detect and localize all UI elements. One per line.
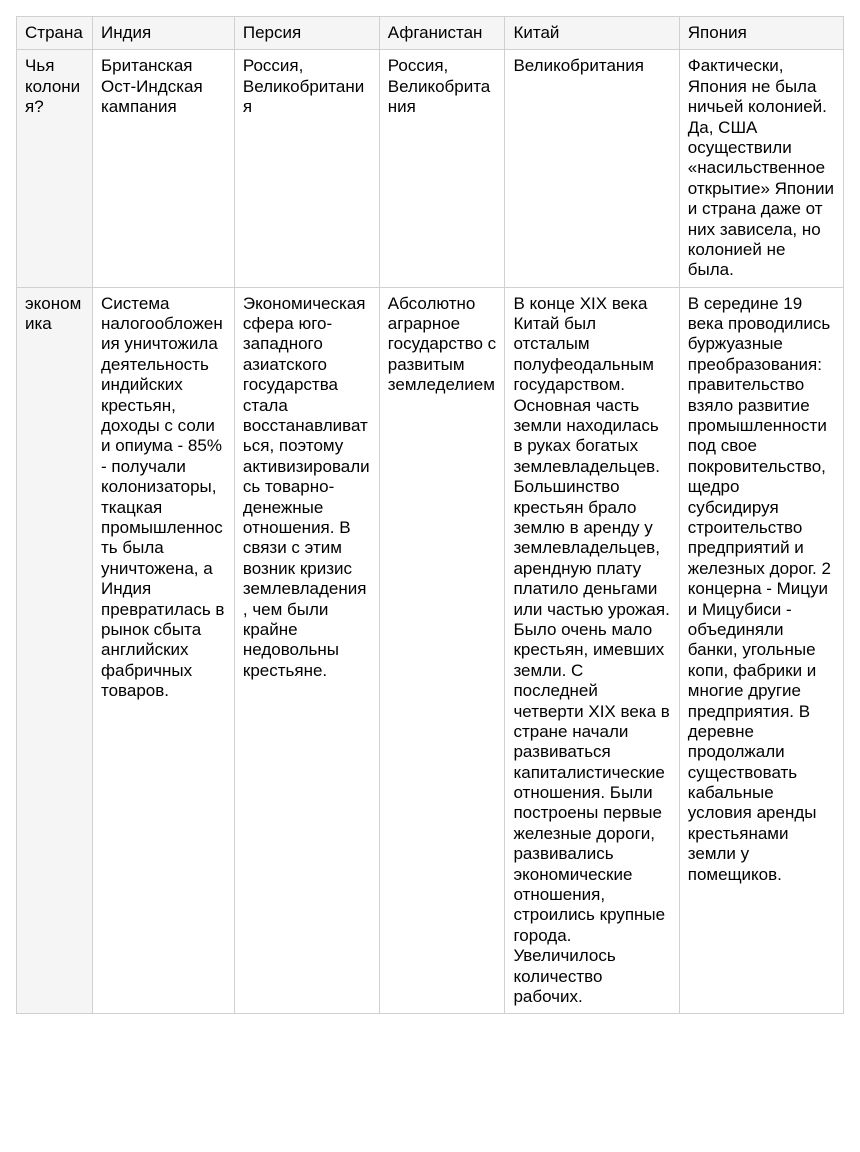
column-header-china: Китай (505, 17, 679, 50)
column-header-afghanistan: Афганистан (379, 17, 505, 50)
cell-economy-japan: В середине 19 века проводились буржуазны… (679, 287, 843, 1014)
row-header-colony: Чья колония? (17, 50, 93, 287)
column-header-country: Страна (17, 17, 93, 50)
cell-colony-japan: Фактически, Япония не была ничьей колони… (679, 50, 843, 287)
row-header-economy: экономика (17, 287, 93, 1014)
cell-colony-persia: Россия, Великобритания (234, 50, 379, 287)
comparison-table: Страна Индия Персия Афганистан Китай Япо… (16, 16, 844, 1014)
table-row: экономика Система налогообложения уничто… (17, 287, 844, 1014)
table-row: Чья колония? Британская Ост-Индская камп… (17, 50, 844, 287)
cell-colony-india: Британская Ост-Индская кампания (93, 50, 235, 287)
cell-colony-china: Великобритания (505, 50, 679, 287)
column-header-persia: Персия (234, 17, 379, 50)
table-header-row: Страна Индия Персия Афганистан Китай Япо… (17, 17, 844, 50)
cell-economy-china: В конце XIX века Китай был отсталым полу… (505, 287, 679, 1014)
cell-economy-afghanistan: Абсолютно аграрное государство с развиты… (379, 287, 505, 1014)
cell-economy-india: Система налогообложения уничтожила деяте… (93, 287, 235, 1014)
cell-colony-afghanistan: Россия, Великобритания (379, 50, 505, 287)
column-header-japan: Япония (679, 17, 843, 50)
column-header-india: Индия (93, 17, 235, 50)
cell-economy-persia: Экономическая сфера юго-западного азиатс… (234, 287, 379, 1014)
